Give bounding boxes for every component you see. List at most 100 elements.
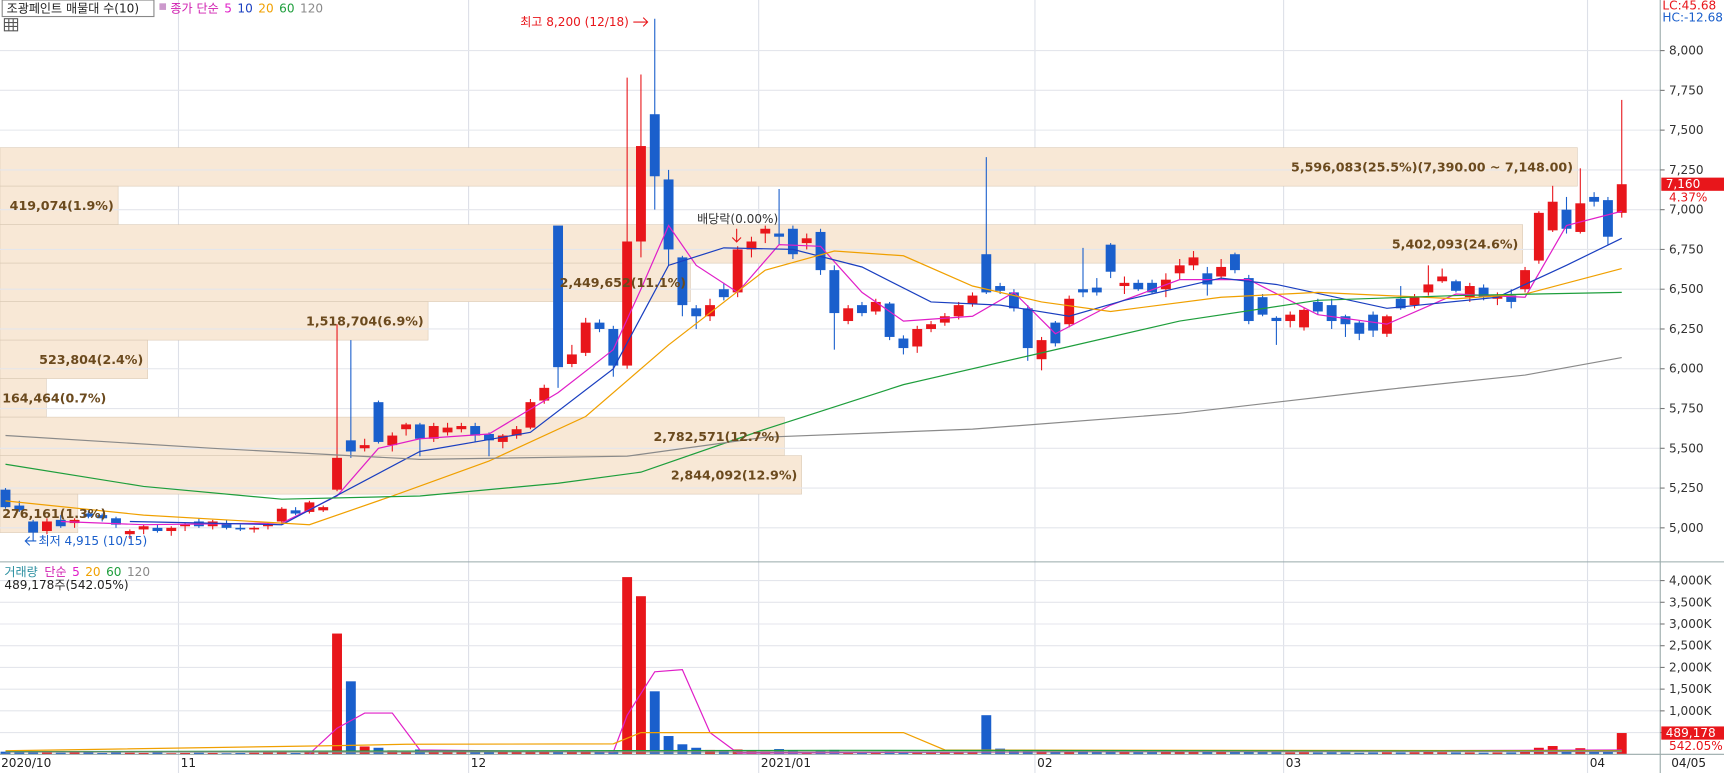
volume-bar bbox=[1520, 751, 1530, 755]
moving-average-line bbox=[5, 356, 1622, 461]
volume-bar bbox=[1105, 751, 1116, 755]
candle-body bbox=[1312, 301, 1323, 312]
candle-body bbox=[401, 424, 412, 430]
y-tick-label: 5,250 bbox=[1669, 481, 1704, 495]
volume-bar bbox=[193, 752, 204, 755]
candle-body bbox=[55, 519, 66, 527]
candle-body bbox=[0, 489, 11, 508]
volume-bar bbox=[345, 681, 356, 755]
volume-bar bbox=[69, 752, 80, 755]
candle-body bbox=[1561, 209, 1572, 229]
candle-body bbox=[843, 308, 854, 322]
volume-bar bbox=[1147, 752, 1158, 755]
volume-bar bbox=[1271, 752, 1282, 755]
volume-bar bbox=[622, 577, 633, 755]
volume-bar bbox=[1409, 752, 1420, 755]
x-tick-label: 2020/10 bbox=[1, 756, 51, 770]
candle-body bbox=[1547, 201, 1558, 231]
legend-entry: 10 bbox=[237, 1, 252, 15]
candle-body bbox=[470, 426, 481, 436]
candle-body bbox=[622, 241, 633, 366]
candle-body bbox=[111, 518, 121, 525]
volume-bar bbox=[1285, 752, 1296, 755]
candle-body bbox=[594, 322, 605, 329]
candle-body bbox=[760, 228, 771, 234]
volume-bar bbox=[1216, 752, 1227, 755]
volume-bar bbox=[470, 751, 481, 755]
candle-body bbox=[774, 233, 785, 237]
candle-body bbox=[1133, 282, 1144, 290]
volume-profile-bar bbox=[0, 339, 148, 379]
volume-bar bbox=[1423, 752, 1434, 755]
candle-body bbox=[1036, 340, 1047, 360]
low-arrow bbox=[24, 536, 37, 546]
volume-bar bbox=[1464, 752, 1475, 755]
volume-bar bbox=[497, 752, 508, 755]
candle-body bbox=[608, 328, 619, 366]
volume-bar bbox=[1589, 751, 1600, 755]
candle-body bbox=[1257, 297, 1268, 315]
volume-bar bbox=[1050, 752, 1061, 755]
candle-body bbox=[235, 527, 246, 530]
volume-profile-label: 164,464(0.7%) bbox=[2, 390, 106, 405]
volume-bar bbox=[1188, 751, 1199, 755]
volume-bar bbox=[1368, 752, 1379, 755]
candle-body bbox=[359, 445, 370, 449]
candle-body bbox=[428, 426, 439, 439]
current-value-label: 7,160 bbox=[1666, 177, 1701, 191]
candle-body bbox=[939, 316, 950, 323]
volume-bar bbox=[276, 752, 287, 755]
candle-body bbox=[1174, 265, 1185, 274]
candle-body bbox=[1381, 316, 1392, 334]
volume-profile-label: 2,782,571(12.7%) bbox=[653, 429, 779, 444]
volume-profile-bar bbox=[0, 378, 47, 418]
volume-bar bbox=[1230, 751, 1240, 755]
dividend-arrow bbox=[731, 228, 742, 243]
candle-body bbox=[1008, 292, 1019, 309]
volume-bar bbox=[580, 750, 591, 755]
candle-body bbox=[884, 303, 895, 337]
candle-body bbox=[1064, 298, 1075, 325]
candle-body bbox=[912, 328, 923, 347]
volume-bar bbox=[290, 752, 301, 755]
candle-body bbox=[124, 531, 135, 535]
x-tick-label: 2021/01 bbox=[761, 756, 811, 770]
volume-bar bbox=[1437, 752, 1448, 755]
volume-bar bbox=[1312, 752, 1323, 755]
volume-bar bbox=[111, 752, 121, 755]
grid-icon[interactable] bbox=[3, 18, 19, 32]
x-tick-label: 12 bbox=[471, 756, 486, 770]
candle-body bbox=[263, 524, 273, 527]
volume-bar bbox=[594, 751, 605, 755]
x-tick-label: 11 bbox=[181, 756, 196, 770]
candle-body bbox=[787, 228, 798, 255]
y-tick-label: 3,500K bbox=[1669, 595, 1713, 609]
candle-body bbox=[332, 457, 342, 490]
volume-bar bbox=[1602, 750, 1613, 755]
candle-body bbox=[83, 513, 94, 517]
hc-label: HC:-12.68 bbox=[1662, 11, 1723, 25]
y-tick-label: 5,500 bbox=[1669, 441, 1704, 455]
volume-profile-label: 2,844,092(12.9%) bbox=[671, 467, 797, 482]
volume-bar bbox=[1133, 752, 1144, 755]
candle-body bbox=[166, 527, 177, 532]
volume-profile-label: 2,449,652(11.1%) bbox=[560, 275, 686, 290]
legend-entry: 60 bbox=[279, 1, 294, 15]
volume-bar bbox=[235, 752, 246, 755]
volume-bar bbox=[263, 752, 273, 755]
legend-entry: 5 bbox=[224, 1, 232, 15]
volume-bar bbox=[1478, 752, 1489, 755]
volume-profile-label: 5,402,093(24.6%) bbox=[1392, 236, 1518, 251]
x-tick-label: 04 bbox=[1590, 756, 1605, 770]
y-tick-label: 7,250 bbox=[1669, 163, 1704, 177]
y-tick-label: 5,750 bbox=[1669, 402, 1704, 416]
candle-body bbox=[1533, 212, 1544, 261]
candle-body bbox=[1271, 317, 1282, 322]
volume-bar bbox=[939, 752, 950, 755]
legend-entry: 120 bbox=[300, 1, 323, 15]
candle-body bbox=[1147, 282, 1158, 293]
volume-bar bbox=[0, 751, 11, 755]
candle-body bbox=[387, 435, 398, 446]
moving-average-line bbox=[129, 237, 1623, 526]
